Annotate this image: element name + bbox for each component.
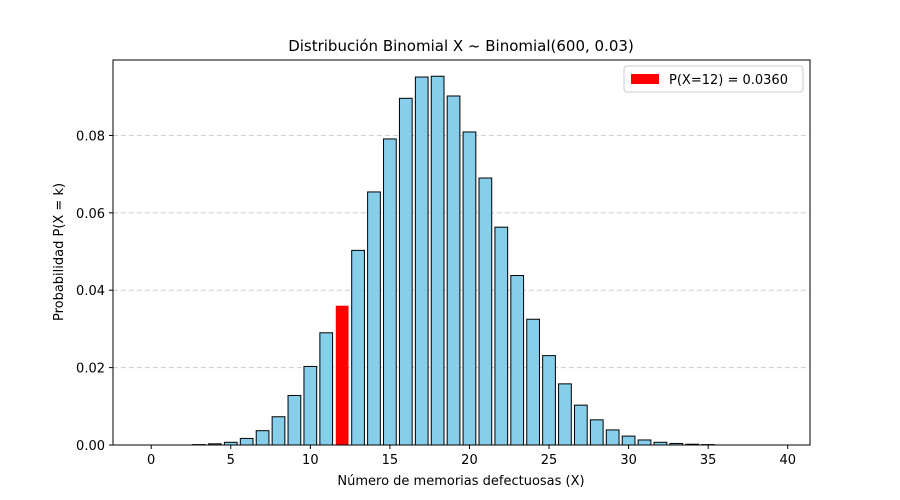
bar-x-15 <box>383 138 397 446</box>
bar-x-10 <box>303 365 318 446</box>
x-tick-label-25: 25 <box>541 453 558 468</box>
bar-x-22 <box>494 226 509 446</box>
legend-box <box>623 65 804 93</box>
y-tick-label-0: 0.00 <box>76 439 105 454</box>
legend-label: P(X=12) = 0.0360 <box>669 73 788 88</box>
x-tick-label-30: 30 <box>620 453 637 468</box>
bar-x-28 <box>589 419 604 446</box>
bar-x-31 <box>637 439 652 446</box>
x-tick-label-15: 15 <box>382 453 399 468</box>
x-tick-label-10: 10 <box>302 453 319 468</box>
bar-x-20 <box>462 131 477 446</box>
bar-x-25 <box>542 355 556 446</box>
plot-frame <box>112 59 811 446</box>
bar-x-21 <box>478 177 493 446</box>
bars <box>192 75 716 446</box>
bar-x-27 <box>573 404 588 446</box>
y-axis-ticks: 0.00 0.02 0.04 0.06 0.08 <box>76 129 113 454</box>
legend: P(X=12) = 0.0360 <box>623 65 804 93</box>
bar-highlight-x-12 <box>335 305 349 445</box>
y-axis-label: Probabilidad P(X = k) <box>52 183 67 321</box>
bar-x-24 <box>526 318 540 446</box>
bar-x-17 <box>414 76 429 446</box>
y-tick-label-1: 0.02 <box>76 362 105 377</box>
bar-x-8 <box>271 416 286 446</box>
bar-x-16 <box>398 97 413 446</box>
grid-lines <box>113 134 810 369</box>
bar-x-19 <box>446 95 461 446</box>
x-tick-label-20: 20 <box>461 453 478 468</box>
x-tick-label-35: 35 <box>700 453 717 468</box>
chart-title: Distribución Binomial X ~ Binomial(600, … <box>288 37 634 55</box>
x-tick-label-5: 5 <box>227 453 235 468</box>
bar-x-14 <box>367 191 381 446</box>
x-tick-label-40: 40 <box>779 453 796 468</box>
x-axis-label: Número de memorias defectuosas (X) <box>337 474 584 489</box>
bar-x-6 <box>239 437 254 446</box>
y-tick-label-3: 0.06 <box>76 207 105 222</box>
bar-x-23 <box>510 275 525 446</box>
bar-x-26 <box>558 383 572 446</box>
bar-x-13 <box>351 249 365 446</box>
bar-x-11 <box>319 332 334 446</box>
x-tick-label-0: 0 <box>147 453 155 468</box>
bar-x-18 <box>430 75 445 446</box>
y-tick-label-2: 0.04 <box>76 284 105 299</box>
legend-swatch <box>631 74 659 84</box>
bar-x-30 <box>621 435 636 446</box>
bar-x-7 <box>255 430 270 446</box>
x-axis-ticks: 0 5 10 15 20 25 30 35 40 <box>147 445 796 468</box>
bar-x-9 <box>287 394 302 446</box>
bar-x-29 <box>605 429 620 446</box>
y-tick-label-4: 0.08 <box>76 129 105 144</box>
